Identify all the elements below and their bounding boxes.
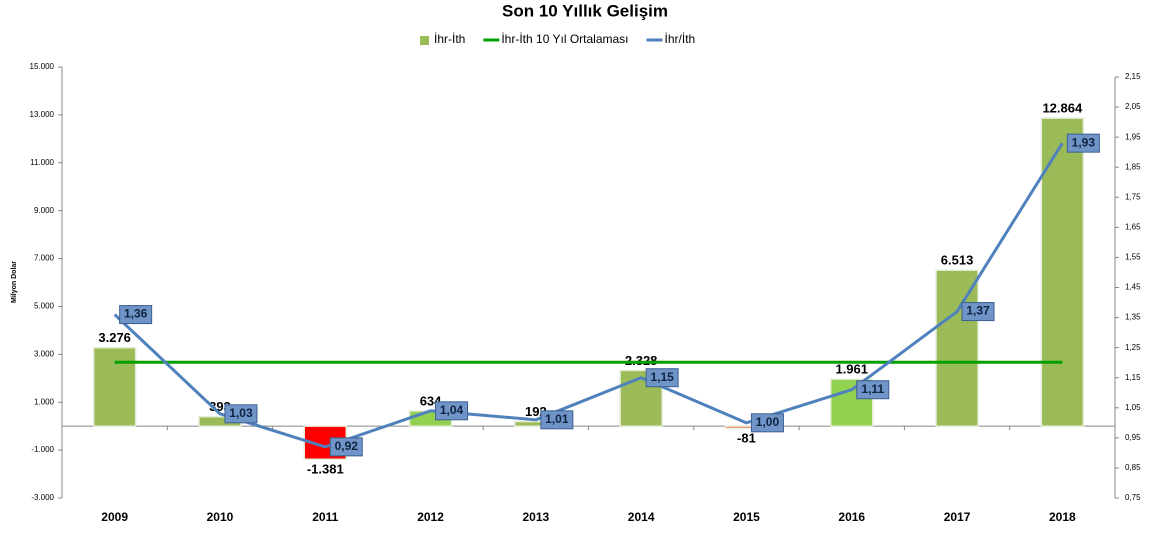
line-value-label: 1,36 <box>124 307 148 321</box>
line-value-label: 1,00 <box>756 415 780 429</box>
y2-tick-label: 1,05 <box>1125 403 1141 412</box>
line-value-label: 1,11 <box>861 382 884 396</box>
bar <box>935 269 979 427</box>
y2-tick-label: 2,15 <box>1125 72 1141 81</box>
y2-tick-label: 1,45 <box>1125 283 1141 292</box>
line-value-label: 1,93 <box>1072 135 1096 149</box>
data-label-box <box>645 368 679 388</box>
x-tick-label: 2012 <box>417 510 444 524</box>
legend-label: İhr-İth 10 Yıl Ortalaması <box>501 32 628 46</box>
legend-label: İhr-İth <box>434 32 465 46</box>
data-label-box <box>435 401 469 421</box>
y2-tick-label: 1,75 <box>1125 192 1141 201</box>
x-tick-label: 2016 <box>838 510 865 524</box>
bar-value-label: 3.276 <box>98 330 131 345</box>
data-label-box <box>329 437 363 457</box>
y2-tick-label: 1,65 <box>1125 222 1141 231</box>
y2-tick-label: 0,95 <box>1125 433 1141 442</box>
line-value-label: 1,03 <box>229 406 253 420</box>
y2-tick-label: 0,85 <box>1125 463 1141 472</box>
bar-value-label: -81 <box>737 431 756 446</box>
x-tick-label: 2017 <box>944 510 971 524</box>
legend-label: İhr/İth <box>665 32 696 46</box>
bar-value-label: 12.864 <box>1042 101 1083 116</box>
data-label-box <box>750 413 784 433</box>
line-value-label: 1,15 <box>650 370 674 384</box>
x-tick-label: 2013 <box>522 510 549 524</box>
y2-tick-label: 1,55 <box>1125 253 1141 262</box>
bar-value-label: 6.513 <box>941 253 974 268</box>
bar-value-label: 2.328 <box>625 353 658 368</box>
bar-value-label: 1.961 <box>835 362 868 377</box>
legend-swatch <box>420 36 429 45</box>
data-label-box <box>961 302 995 322</box>
data-label-box <box>119 305 153 325</box>
y-tick-label: -3.000 <box>31 493 54 502</box>
data-label-box <box>856 380 890 400</box>
y-tick-label: 3.000 <box>34 349 55 358</box>
y2-tick-label: 1,35 <box>1125 313 1141 322</box>
y2-tick-label: 0,75 <box>1125 493 1141 502</box>
x-tick-label: 2011 <box>312 510 338 524</box>
y-tick-label: 11.000 <box>30 158 54 167</box>
line <box>113 142 1064 449</box>
bar <box>1040 117 1085 427</box>
line-value-label: 1,01 <box>545 412 569 426</box>
chart-title: Son 10 Yıllık Gelişim <box>502 1 668 20</box>
y-tick-label: 15.000 <box>30 62 55 71</box>
y2-tick-label: 1,15 <box>1125 373 1141 382</box>
x-tick-label: 2009 <box>101 510 128 524</box>
line-value-label: 1,04 <box>440 403 464 417</box>
y-tick-label: 7.000 <box>34 254 55 263</box>
x-tick-label: 2018 <box>1049 510 1076 524</box>
y2-tick-label: 1,25 <box>1125 343 1141 352</box>
line-value-label: 0,92 <box>335 439 359 453</box>
y2-tick-label: 1,85 <box>1125 162 1141 171</box>
data-label-box <box>540 410 574 430</box>
y-tick-label: 1.000 <box>34 397 55 406</box>
line-value-label: 1,37 <box>966 304 990 318</box>
y-tick-label: 13.000 <box>30 110 55 119</box>
bar-value-label: -1.381 <box>307 462 344 477</box>
x-tick-label: 2010 <box>207 510 234 524</box>
data-label-box <box>1066 133 1100 153</box>
y-axis-label: Milyon Dolar <box>11 261 18 303</box>
y2-tick-label: 1,95 <box>1125 132 1141 141</box>
y-tick-label: 9.000 <box>34 206 55 215</box>
y-tick-label: 5.000 <box>34 302 55 311</box>
x-tick-label: 2015 <box>733 510 760 524</box>
bar <box>92 346 137 427</box>
y-tick-label: -1.000 <box>31 445 54 454</box>
data-label-box <box>224 404 258 424</box>
x-tick-label: 2014 <box>628 510 655 524</box>
y2-tick-label: 2,05 <box>1125 102 1141 111</box>
